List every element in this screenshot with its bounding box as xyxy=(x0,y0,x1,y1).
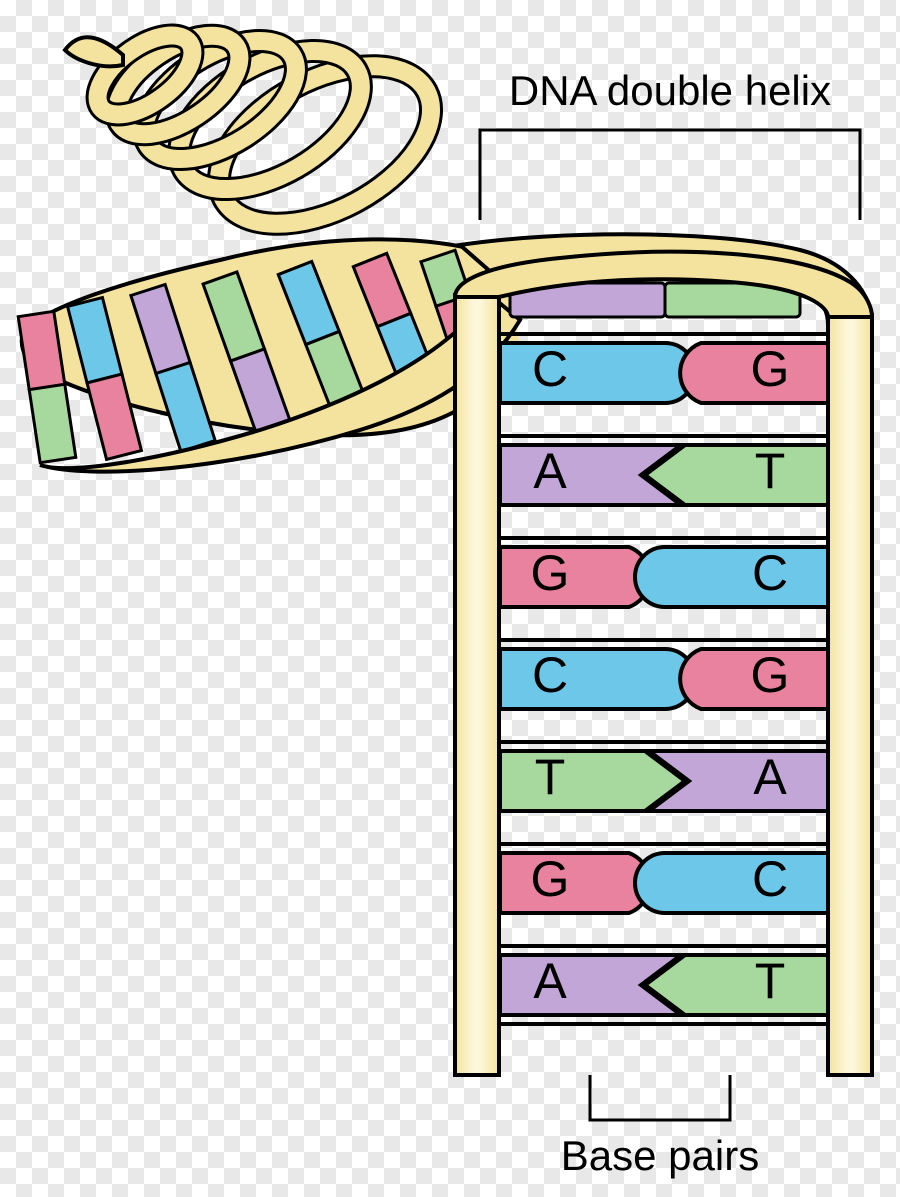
backbone-left xyxy=(455,295,499,1075)
base-letter-right: T xyxy=(755,443,786,499)
base-letter-left: A xyxy=(533,443,567,499)
base-left xyxy=(500,547,650,607)
base-letter-left: C xyxy=(532,647,568,703)
base-letter-right: C xyxy=(752,545,788,601)
base-letter-right: A xyxy=(753,749,787,805)
callout-bracket-base xyxy=(590,1075,730,1120)
base-right xyxy=(645,955,830,1015)
base-left xyxy=(500,751,685,811)
base-letter-right: C xyxy=(752,851,788,907)
base-letter-right: T xyxy=(755,953,786,1009)
base-letter-left: G xyxy=(531,851,570,907)
base-right xyxy=(635,547,830,607)
base-right xyxy=(645,445,830,505)
base-letter-left: T xyxy=(535,749,566,805)
backbone-right xyxy=(828,315,872,1075)
base-left xyxy=(500,343,695,403)
base-letter-right: G xyxy=(751,341,790,397)
base-letter-left: G xyxy=(531,545,570,601)
label-dna-double-helix: DNA double helix xyxy=(509,67,831,114)
label-base-pairs: Base pairs xyxy=(561,1132,759,1179)
callout-bracket-helix xyxy=(480,130,860,220)
coil-tail xyxy=(65,37,123,66)
base-right xyxy=(635,853,830,913)
base-letter-left: A xyxy=(533,953,567,1009)
base-left xyxy=(500,649,695,709)
twist-rung xyxy=(29,384,76,462)
base-letter-left: C xyxy=(532,341,568,397)
base-letter-right: G xyxy=(751,647,790,703)
base-left xyxy=(500,853,650,913)
